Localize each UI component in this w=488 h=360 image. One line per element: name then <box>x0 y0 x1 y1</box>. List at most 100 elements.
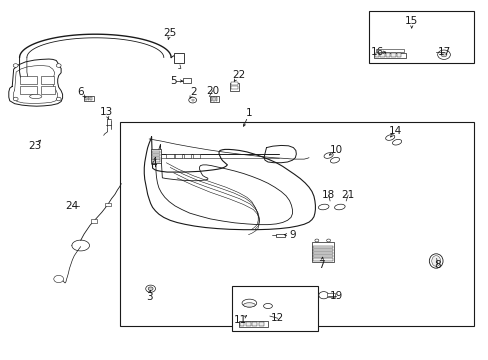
Bar <box>166 154 173 158</box>
Bar <box>90 97 92 100</box>
Text: 2: 2 <box>189 87 196 97</box>
Bar <box>374 53 379 57</box>
Text: 24: 24 <box>65 201 79 211</box>
Text: 10: 10 <box>329 145 342 156</box>
Ellipse shape <box>428 254 442 268</box>
Bar <box>183 78 190 83</box>
Bar <box>213 97 214 101</box>
Bar <box>229 83 238 91</box>
Bar <box>104 203 110 206</box>
Text: 4: 4 <box>150 159 157 169</box>
Bar <box>232 286 317 331</box>
Ellipse shape <box>29 94 41 99</box>
Ellipse shape <box>431 256 440 266</box>
Ellipse shape <box>242 299 256 307</box>
Bar <box>258 322 263 326</box>
Bar <box>84 96 94 101</box>
Bar <box>84 97 86 100</box>
Bar <box>252 322 257 326</box>
Circle shape <box>314 239 318 242</box>
Text: 16: 16 <box>370 47 384 57</box>
Bar <box>385 53 389 57</box>
Bar <box>210 97 212 101</box>
Ellipse shape <box>334 204 345 210</box>
Bar <box>230 82 237 85</box>
Bar <box>120 122 473 326</box>
Bar <box>276 234 285 237</box>
Text: 18: 18 <box>321 190 335 200</box>
Bar <box>151 154 160 156</box>
Text: 25: 25 <box>163 28 177 38</box>
Bar <box>375 49 403 52</box>
Bar <box>210 96 219 102</box>
Bar <box>91 219 97 223</box>
Bar <box>239 322 244 326</box>
Bar <box>390 53 395 57</box>
Text: 12: 12 <box>270 313 284 323</box>
Bar <box>312 246 332 248</box>
Bar <box>20 86 37 94</box>
Circle shape <box>148 287 153 291</box>
Bar <box>326 293 335 297</box>
Ellipse shape <box>330 157 339 163</box>
Bar <box>151 157 160 159</box>
Bar <box>396 53 400 57</box>
Circle shape <box>56 64 61 67</box>
Ellipse shape <box>263 303 272 309</box>
Ellipse shape <box>318 204 328 210</box>
Circle shape <box>13 64 18 67</box>
Bar <box>41 76 54 84</box>
Bar <box>175 154 182 158</box>
Text: 1: 1 <box>245 108 252 118</box>
Bar <box>215 97 217 101</box>
Bar <box>183 154 191 158</box>
Text: 19: 19 <box>329 291 343 301</box>
Bar <box>20 76 37 84</box>
Bar <box>238 321 267 327</box>
Bar <box>380 53 384 57</box>
Text: 11: 11 <box>233 315 247 325</box>
Bar <box>368 11 473 63</box>
Bar <box>312 249 332 251</box>
Text: 3: 3 <box>145 292 152 302</box>
Text: 17: 17 <box>436 47 450 57</box>
Bar <box>41 86 55 94</box>
Bar <box>150 149 161 163</box>
Circle shape <box>437 50 449 59</box>
Text: 15: 15 <box>404 16 418 26</box>
Text: 23: 23 <box>28 141 42 151</box>
Ellipse shape <box>392 139 401 145</box>
Ellipse shape <box>324 153 332 158</box>
Bar <box>87 97 89 100</box>
Bar <box>245 322 250 326</box>
Bar <box>311 242 333 262</box>
Text: 6: 6 <box>77 87 84 97</box>
Circle shape <box>326 239 330 242</box>
Ellipse shape <box>243 303 255 307</box>
Bar <box>151 159 160 162</box>
Bar <box>230 86 237 89</box>
Ellipse shape <box>385 135 394 140</box>
Bar <box>312 252 332 254</box>
Text: 5: 5 <box>170 76 177 86</box>
Circle shape <box>56 97 61 101</box>
Bar <box>373 53 405 58</box>
Bar <box>173 53 184 63</box>
Text: 13: 13 <box>100 107 113 117</box>
Bar <box>312 258 332 261</box>
Text: 21: 21 <box>341 190 354 200</box>
Text: 7: 7 <box>318 260 325 270</box>
Text: 9: 9 <box>288 230 295 240</box>
Bar <box>312 255 332 257</box>
Circle shape <box>318 292 328 299</box>
Bar <box>151 151 160 153</box>
Circle shape <box>13 97 18 101</box>
Bar <box>192 154 200 158</box>
Circle shape <box>54 275 63 283</box>
Text: 14: 14 <box>387 126 401 136</box>
Text: 20: 20 <box>206 86 219 96</box>
Circle shape <box>145 285 155 292</box>
Text: 8: 8 <box>433 260 440 270</box>
Text: 22: 22 <box>231 70 245 80</box>
Circle shape <box>440 53 446 57</box>
